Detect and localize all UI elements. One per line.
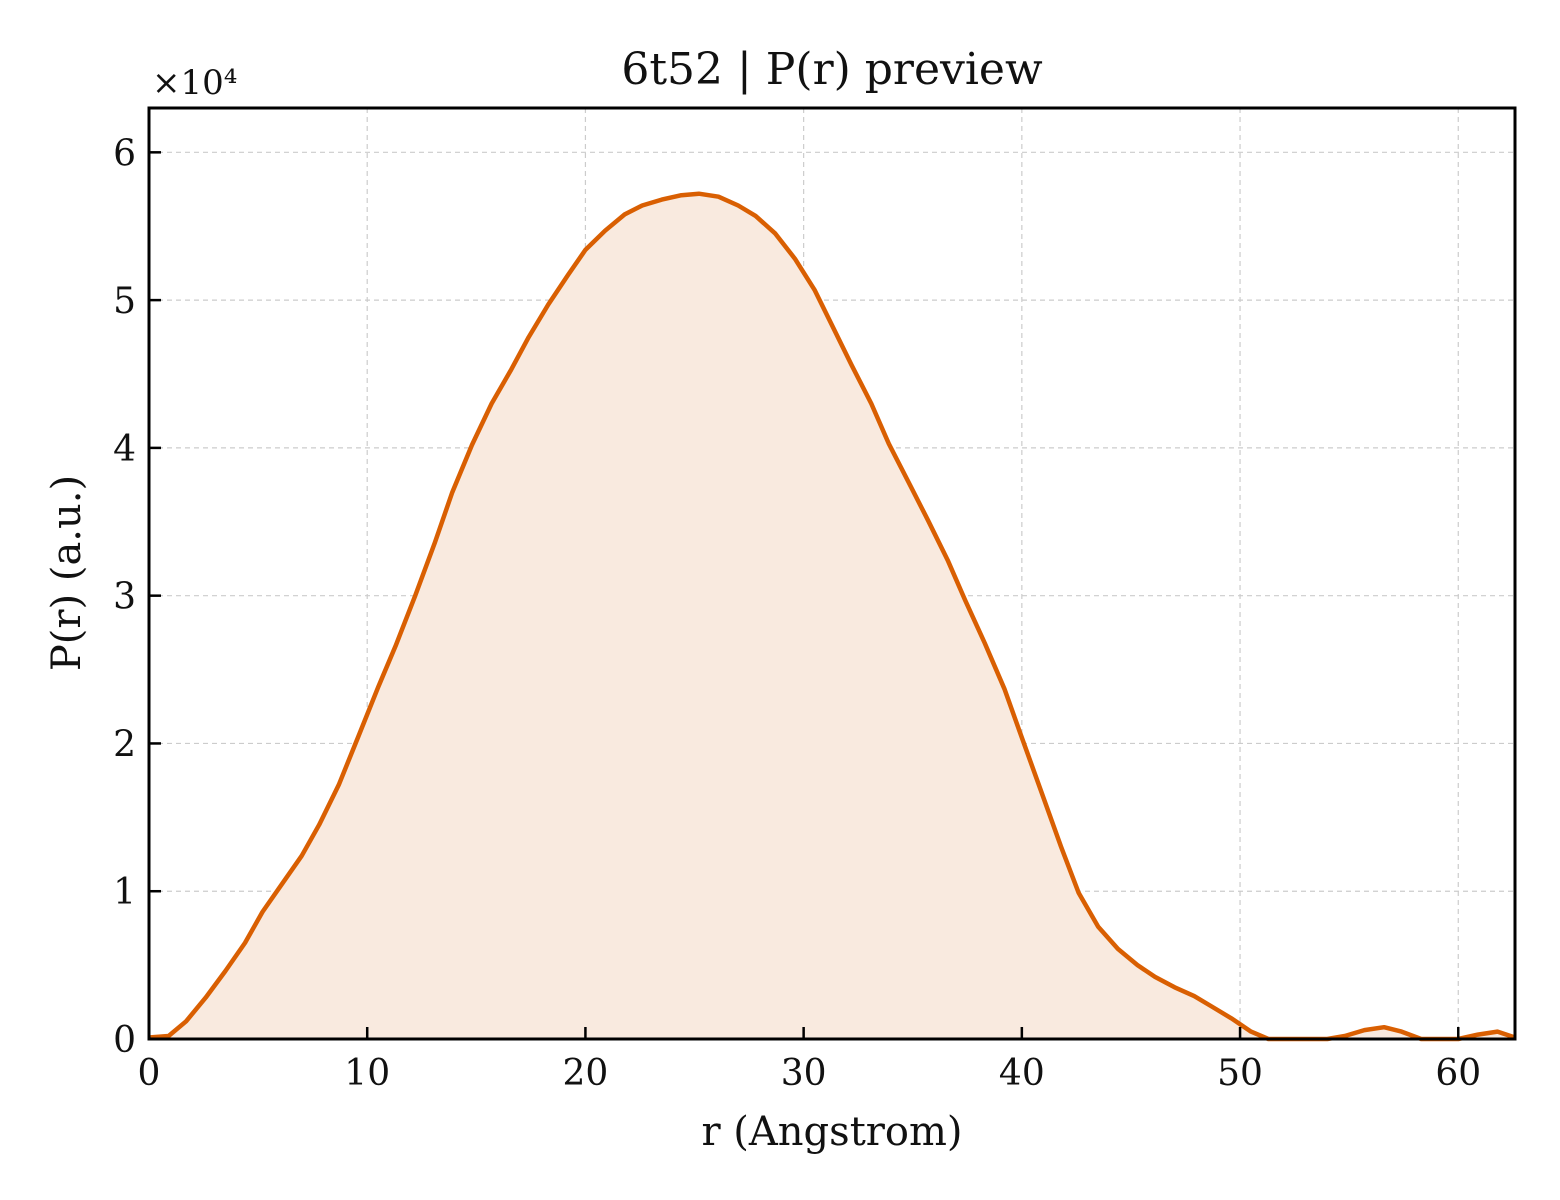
x-tick-label: 10	[344, 1053, 390, 1094]
y-tick-label: 5	[113, 281, 136, 322]
y-tick-label: 0	[113, 1020, 136, 1061]
x-tick-label: 20	[563, 1053, 609, 1094]
x-tick-label: 0	[138, 1053, 161, 1094]
y-axis-multiplier: ×10⁴	[152, 63, 237, 103]
y-axis-label: P(r) (a.u.)	[44, 475, 90, 671]
axis-ticks: 0 10 20 30 40 50 60 0 1 2 3 4 5 6	[113, 133, 1481, 1094]
y-tick-label: 1	[113, 872, 136, 913]
x-tick-label: 60	[1435, 1053, 1481, 1094]
x-tick-label: 30	[781, 1053, 827, 1094]
x-axis-label: r (Angstrom)	[701, 1109, 962, 1155]
y-tick-label: 4	[113, 429, 136, 470]
y-tick-label: 6	[113, 133, 136, 174]
pr-area-fill	[149, 193, 1515, 1039]
x-tick-label: 50	[1217, 1053, 1263, 1094]
y-tick-label: 2	[113, 724, 136, 765]
y-tick-label: 3	[113, 577, 136, 618]
chart-title: 6t52 | P(r) preview	[621, 44, 1043, 95]
x-tick-label: 40	[999, 1053, 1045, 1094]
plot-frame	[147, 106, 1517, 1041]
